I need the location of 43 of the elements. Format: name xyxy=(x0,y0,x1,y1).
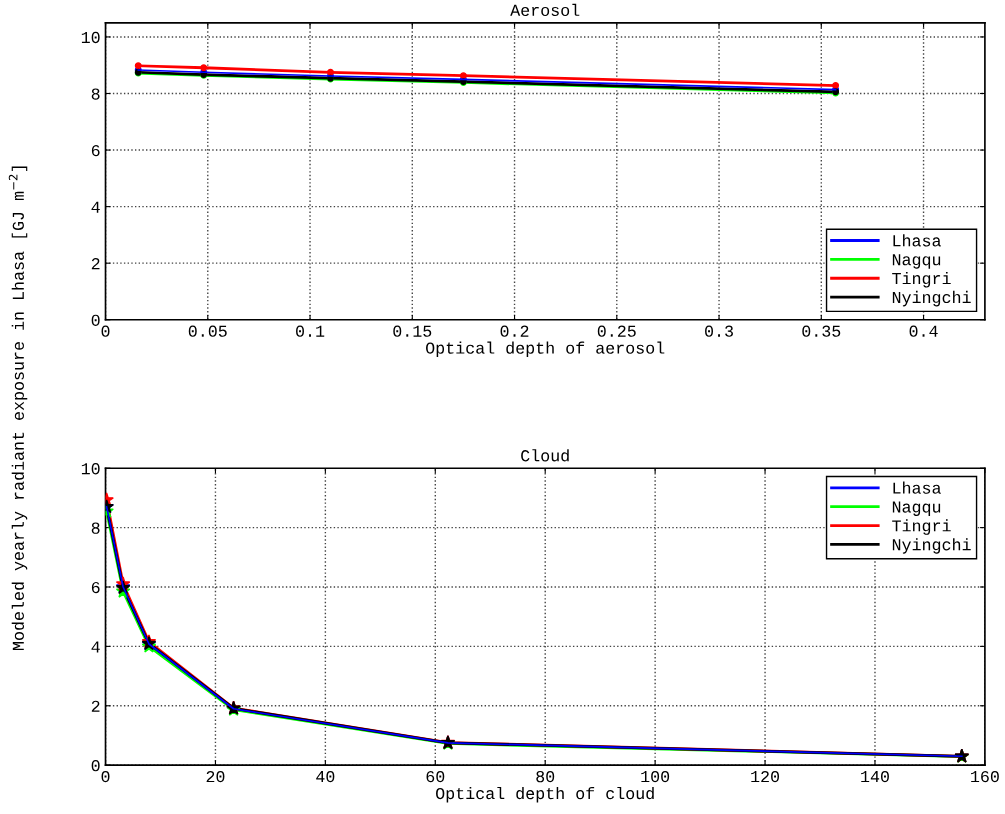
legend-label: Lhasa xyxy=(893,234,941,247)
y-tick-label: 0 xyxy=(91,314,100,326)
legend-label: Nagqu xyxy=(892,254,941,269)
y-tick-label: 10 xyxy=(81,31,100,44)
y-tick-label: 2 xyxy=(91,700,100,712)
x-tick-label: 0.1 xyxy=(296,325,325,337)
legend-label: Nagqu xyxy=(892,501,941,516)
x-tick-label: 0 xyxy=(101,325,110,337)
x-tick-label: 0.15 xyxy=(393,325,432,337)
x-tick-label: 120 xyxy=(751,770,780,783)
y-tick-label: 0 xyxy=(91,760,100,772)
x-tick-label: 0.35 xyxy=(802,325,841,337)
y-tick-label: 10 xyxy=(81,463,100,475)
legend-label: Nyingchi xyxy=(892,290,971,307)
x-tick-label: 160 xyxy=(971,770,999,783)
x-tick-label: 0.2 xyxy=(500,325,529,337)
x-tick-label: 0.25 xyxy=(597,325,636,337)
y-tick-label: 6 xyxy=(91,581,100,594)
legend-label: Tingri xyxy=(892,272,951,288)
chart-title: Cloud xyxy=(521,449,569,462)
legend-label: Lhasa xyxy=(893,481,941,494)
x-tick-label: 20 xyxy=(206,770,225,783)
y-tick-label: 6 xyxy=(91,144,100,157)
x-tick-label: 60 xyxy=(426,770,445,783)
y-tick-label: 4 xyxy=(91,201,100,213)
x-tick-label: 140 xyxy=(861,770,889,783)
y-tick-label: 2 xyxy=(91,258,100,270)
y-tick-label: 8 xyxy=(91,88,100,100)
x-tick-label: 100 xyxy=(641,770,670,783)
x-tick-label: 0 xyxy=(101,770,110,783)
legend-label: Nyingchi xyxy=(892,538,971,554)
y-tick-label: 8 xyxy=(91,522,100,534)
legend-label: Tingri xyxy=(892,519,951,535)
x-tick-label: 0.05 xyxy=(188,325,227,337)
x-axis-title: Optical depth of cloud xyxy=(436,786,654,803)
x-axis-title: Optical depth of aerosol xyxy=(426,341,665,358)
x-tick-label: 0.4 xyxy=(909,325,938,337)
x-tick-label: 80 xyxy=(536,770,555,783)
x-tick-label: 40 xyxy=(316,770,335,783)
x-tick-label: 0.3 xyxy=(705,325,733,337)
y-tick-label: 4 xyxy=(91,641,100,653)
y-axis-title: Modeled yearly radiant exposure in Lhasa [GJ m$^{−2}$] xyxy=(8,166,28,650)
chart-title: Aerosol xyxy=(510,3,580,17)
